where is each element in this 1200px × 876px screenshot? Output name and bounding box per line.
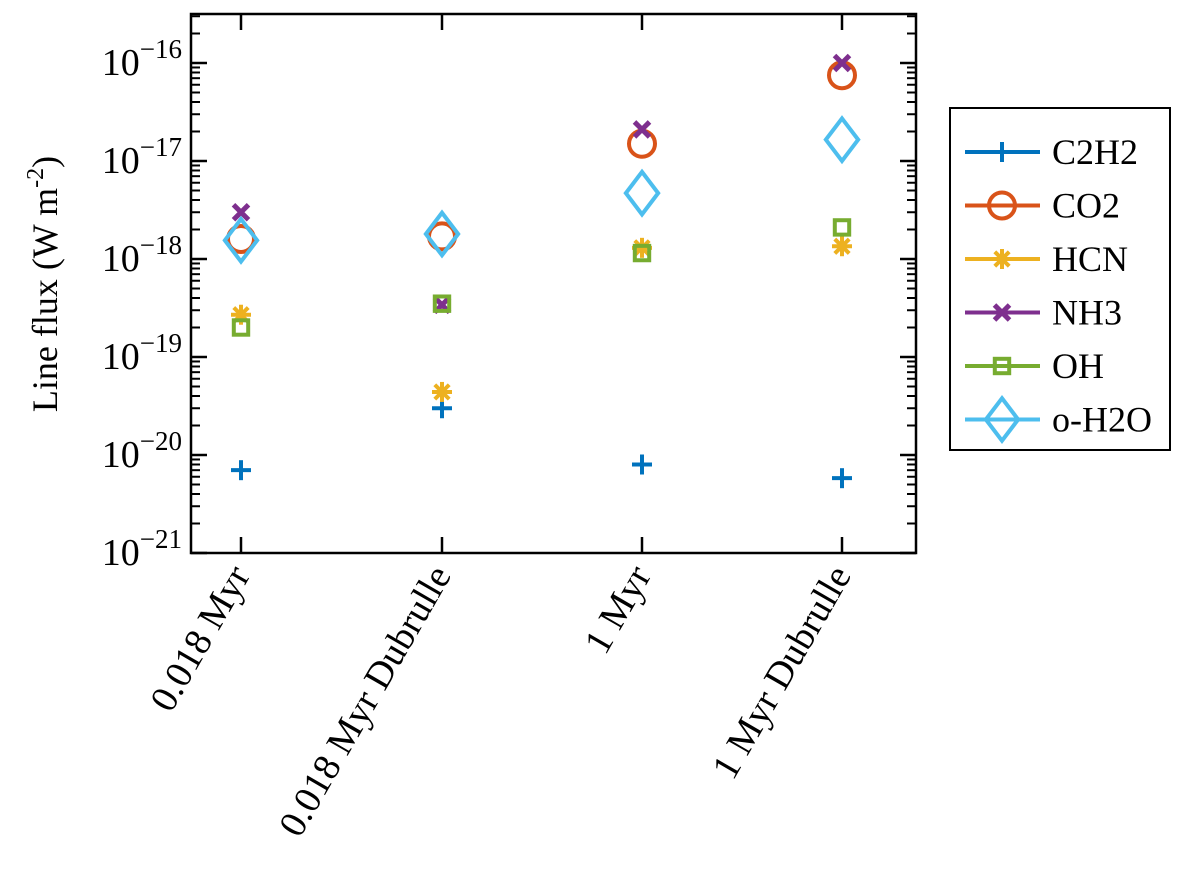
data-point-o-h2o bbox=[823, 115, 861, 165]
x-tick-label: 0.018 Myr Dubrulle bbox=[271, 559, 460, 844]
x-tick-label: 1 Myr bbox=[576, 558, 660, 661]
y-axis-label-superscript: -2 bbox=[23, 168, 49, 188]
y-axis-label: Line flux (W m-2) bbox=[23, 156, 65, 412]
data-point-nh3 bbox=[632, 120, 652, 139]
data-point-c2h2 bbox=[632, 454, 652, 475]
y-tick-label: 10−19 bbox=[102, 328, 182, 378]
data-point-hcn bbox=[432, 381, 452, 402]
x-tick-label: 1 Myr Dubrulle bbox=[704, 559, 860, 787]
legend-entry-oh: OH bbox=[965, 346, 1104, 386]
legend-marker bbox=[983, 394, 1021, 445]
x-tick-label: 0.018 Myr bbox=[142, 558, 259, 718]
data-point-o-h2o bbox=[222, 215, 260, 265]
legend-label: NH3 bbox=[1052, 293, 1122, 333]
legend-entry-o-h2o: o-H2O bbox=[965, 394, 1152, 445]
data-point-o-h2o bbox=[423, 209, 461, 259]
legend: C2H2 CO2 HCN NH3 OH o-H2O bbox=[949, 107, 1171, 451]
data-point-oh bbox=[432, 294, 452, 313]
data-point-oh bbox=[632, 243, 652, 263]
data-point-c2h2 bbox=[231, 460, 251, 481]
legend-label: o-H2O bbox=[1052, 400, 1152, 440]
y-tick-label: 10−16 bbox=[102, 34, 182, 84]
legend-marker bbox=[992, 142, 1012, 162]
data-point-c2h2 bbox=[832, 468, 852, 489]
svg-text:Line flux (W m-2): Line flux (W m-2) bbox=[23, 156, 65, 412]
data-markers bbox=[222, 53, 861, 489]
legend-label: HCN bbox=[1052, 239, 1128, 279]
y-tick-label: 10−21 bbox=[102, 524, 182, 574]
legend-entry-hcn: HCN bbox=[965, 239, 1128, 279]
legend-label: C2H2 bbox=[1052, 132, 1138, 172]
data-point-nh3 bbox=[231, 202, 251, 222]
legend-entry-c2h2: C2H2 bbox=[965, 132, 1138, 172]
legend-box bbox=[949, 107, 1171, 451]
legend-label: CO2 bbox=[1052, 186, 1120, 226]
legend-marker bbox=[987, 190, 1017, 221]
y-axis-label-close: ) bbox=[25, 156, 65, 168]
legend-label: OH bbox=[1052, 346, 1104, 386]
plot-background bbox=[191, 14, 916, 553]
data-point-hcn bbox=[832, 236, 852, 257]
series-oh bbox=[231, 218, 852, 337]
legend-entry-nh3: NH3 bbox=[965, 293, 1122, 333]
legend-marker bbox=[992, 303, 1012, 322]
legend-entry-co2: CO2 bbox=[965, 186, 1120, 226]
y-axis-label-text: Line flux (W m bbox=[25, 188, 65, 412]
data-point-oh bbox=[832, 218, 852, 237]
axes-frame bbox=[189, 12, 918, 555]
plot-area bbox=[191, 14, 916, 553]
legend-marker bbox=[992, 356, 1012, 376]
data-point-nh3 bbox=[832, 53, 852, 73]
data-point-o-h2o bbox=[623, 168, 661, 218]
legend-marker bbox=[992, 249, 1012, 269]
series-o-h2o bbox=[222, 115, 861, 265]
y-tick-label: 10−17 bbox=[102, 132, 182, 182]
y-tick-label: 10−20 bbox=[102, 426, 182, 476]
data-point-oh bbox=[231, 318, 251, 337]
y-tick-label: 10−18 bbox=[102, 230, 182, 280]
